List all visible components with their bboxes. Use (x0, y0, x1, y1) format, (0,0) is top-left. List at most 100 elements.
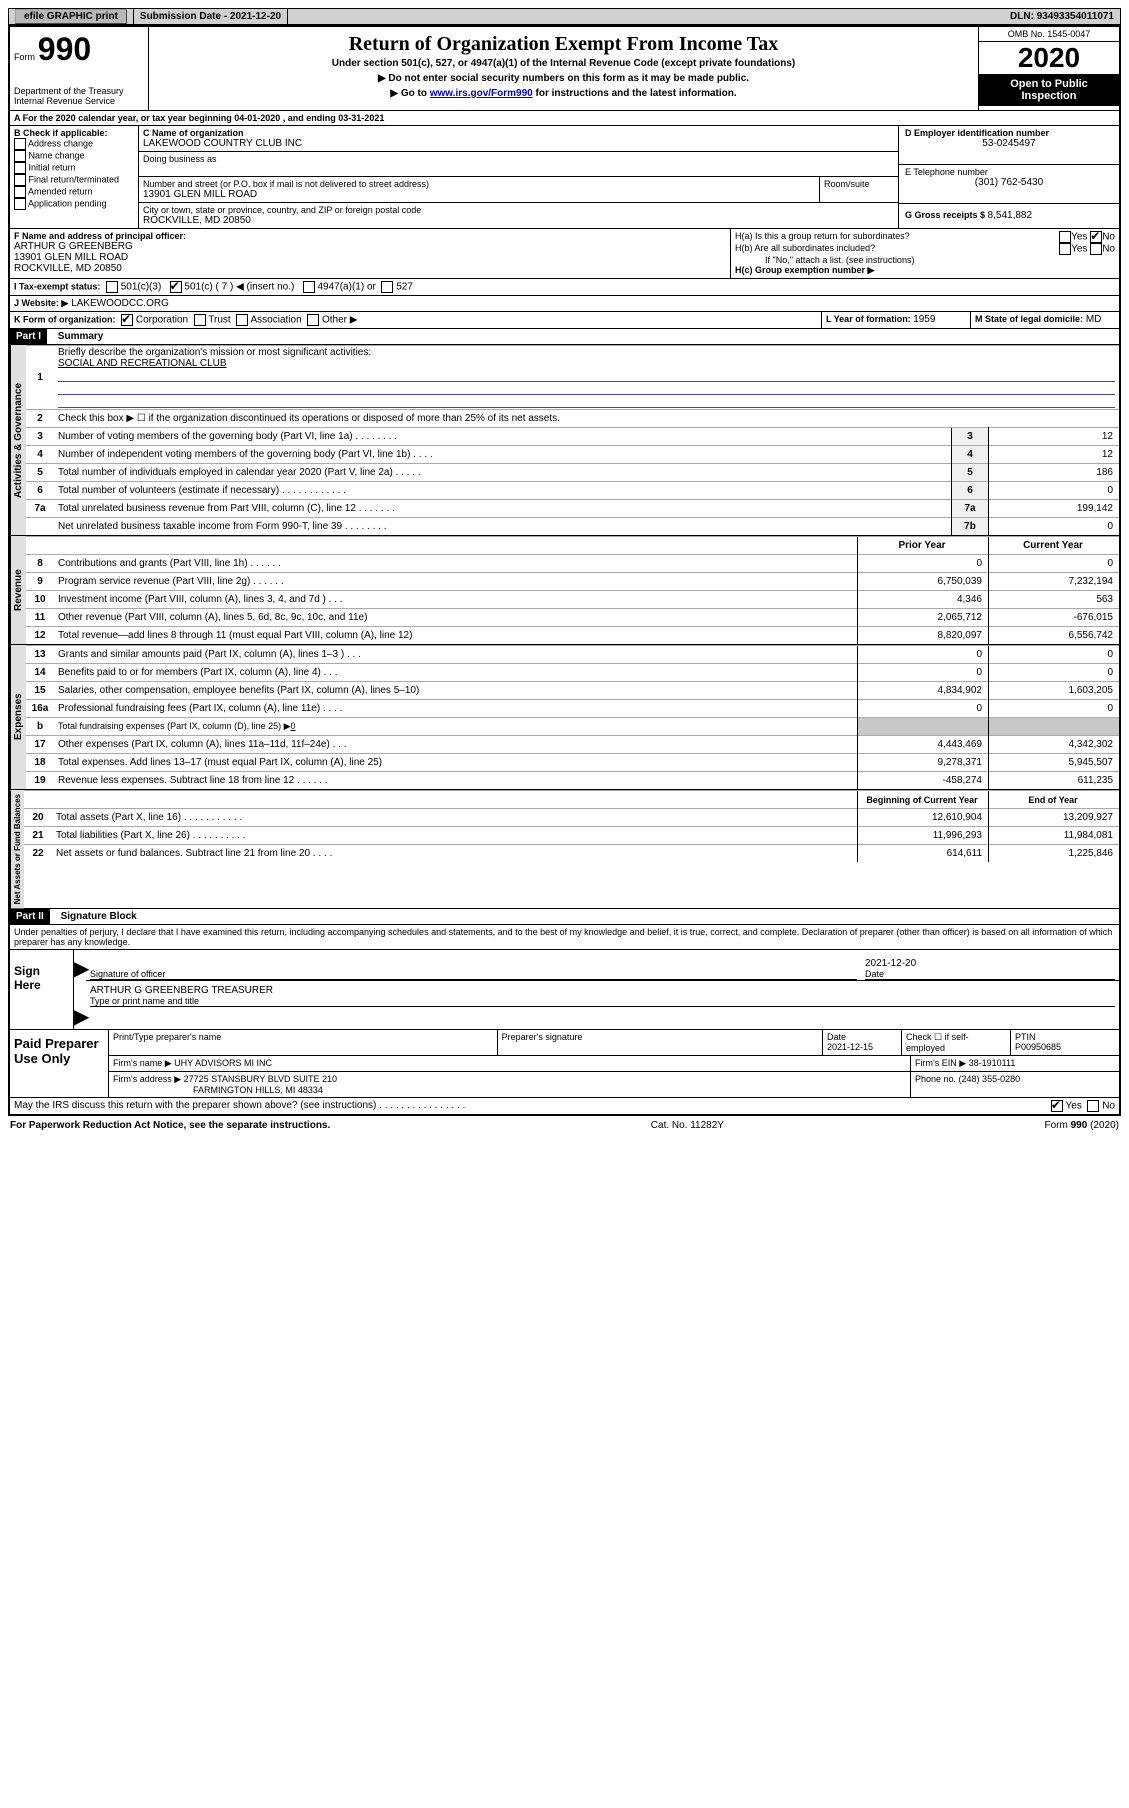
hb-no-checkbox[interactable] (1090, 243, 1102, 255)
line2-label: Check this box ▶ ☐ if the organization d… (54, 410, 1119, 428)
sig-date-label: Date (865, 969, 1115, 980)
4947-checkbox[interactable] (303, 281, 315, 293)
line18-prior: 9,278,371 (858, 754, 989, 772)
line13-prior: 0 (858, 646, 989, 664)
line21-curr: 11,984,081 (989, 827, 1120, 845)
ein-label: D Employer identification number (905, 128, 1113, 138)
trust-checkbox[interactable] (194, 314, 206, 326)
name-change-checkbox[interactable] (14, 150, 26, 162)
year-formation-value: 1959 (913, 314, 935, 325)
room-label: Room/suite (820, 177, 898, 202)
hb-note: If "No," attach a list. (see instruction… (735, 255, 1115, 265)
discuss-no-checkbox[interactable] (1087, 1100, 1099, 1112)
line4-value: 12 (989, 446, 1120, 464)
line7a-value: 199,142 (989, 500, 1120, 518)
top-bar: efile GRAPHIC print Submission Date - 20… (8, 8, 1121, 25)
line14-label: Benefits paid to or for members (Part IX… (54, 664, 858, 682)
line6-value: 0 (989, 482, 1120, 500)
firm-ein-value: 38-1910111 (969, 1058, 1016, 1068)
ein-value: 53-0245497 (905, 138, 1113, 149)
initial-return-checkbox[interactable] (14, 162, 26, 174)
501c3-checkbox[interactable] (106, 281, 118, 293)
prep-date-label: Date (827, 1032, 846, 1042)
form-number: 990 (38, 31, 91, 67)
firm-name-value: UHY ADVISORS MI INC (174, 1058, 272, 1068)
line16a-prior: 0 (858, 700, 989, 718)
discuss-yes-checkbox[interactable] (1051, 1100, 1063, 1112)
line9-prior: 6,750,039 (858, 573, 989, 591)
line13-label: Grants and similar amounts paid (Part IX… (54, 646, 858, 664)
tax-year: 2020 (979, 42, 1119, 74)
line1-value: SOCIAL AND RECREATIONAL CLUB (58, 358, 227, 369)
line8-prior: 0 (858, 555, 989, 573)
corp-checkbox[interactable] (121, 314, 133, 326)
firm-addr1-value: 27725 STANSBURY BLVD SUITE 210 (184, 1074, 337, 1084)
officer-printed-name: ARTHUR G GREENBERG TREASURER (90, 985, 1115, 996)
addr-change-checkbox[interactable] (14, 138, 26, 150)
form-org-label: K Form of organization: (14, 315, 116, 325)
line13-curr: 0 (989, 646, 1120, 664)
firm-phone-label: Phone no. (915, 1074, 959, 1084)
tab-activities-governance: Activities & Governance (10, 345, 26, 535)
dba-label: Doing business as (143, 154, 894, 164)
street-addr: 13901 GLEN MILL ROAD (143, 189, 815, 200)
name-change-label: Name change (29, 150, 85, 160)
line21-prior: 11,996,293 (858, 827, 989, 845)
ha-label: H(a) Is this a group return for subordin… (735, 231, 1059, 243)
hb-yes: Yes (1071, 244, 1087, 255)
line16b-label: Total fundraising expenses (Part IX, col… (58, 721, 291, 731)
other-checkbox[interactable] (307, 314, 319, 326)
app-pending-checkbox[interactable] (14, 198, 26, 210)
line11-label: Other revenue (Part VIII, column (A), li… (54, 609, 858, 627)
527-checkbox[interactable] (381, 281, 393, 293)
line19-curr: 611,235 (989, 772, 1120, 790)
amended-checkbox[interactable] (14, 186, 26, 198)
efile-button[interactable]: efile GRAPHIC print (15, 9, 127, 24)
officer-label: F Name and address of principal officer: (14, 231, 726, 241)
501c3-label: 501(c)(3) (121, 282, 162, 293)
final-return-label: Final return/terminated (29, 174, 120, 184)
firm-addr2-value: FARMINGTON HILLS, MI 48334 (113, 1085, 323, 1095)
amended-label: Amended return (28, 186, 93, 196)
line3-value: 12 (989, 428, 1120, 446)
assoc-checkbox[interactable] (236, 314, 248, 326)
prep-date-value: 2021-12-15 (827, 1042, 873, 1052)
line16a-curr: 0 (989, 700, 1120, 718)
beginning-year-header: Beginning of Current Year (858, 791, 989, 809)
final-return-checkbox[interactable] (14, 174, 26, 186)
line15-label: Salaries, other compensation, employee b… (54, 682, 858, 700)
submission-label: Submission Date - (140, 11, 230, 22)
website-label: J Website: ▶ (14, 298, 68, 308)
hb-yes-checkbox[interactable] (1059, 243, 1071, 255)
gross-value: 8,541,882 (988, 210, 1033, 221)
line14-curr: 0 (989, 664, 1120, 682)
officer-name: ARTHUR G GREENBERG (14, 241, 726, 252)
line1-label: Briefly describe the organization's miss… (58, 347, 371, 358)
cat-number: Cat. No. 11282Y (651, 1120, 724, 1131)
line5-label: Total number of individuals employed in … (54, 464, 952, 482)
discuss-yes-label: Yes (1066, 1101, 1082, 1112)
line9-curr: 7,232,194 (989, 573, 1120, 591)
ha-no-checkbox[interactable] (1090, 231, 1102, 243)
irs-link[interactable]: www.irs.gov/Form990 (430, 88, 533, 99)
line11-prior: 2,065,712 (858, 609, 989, 627)
501c7-checkbox[interactable] (170, 281, 182, 293)
year-formation-label: L Year of formation: (826, 314, 913, 324)
ha-yes-checkbox[interactable] (1059, 231, 1071, 243)
prior-year-header: Prior Year (858, 537, 989, 555)
org-name-label: C Name of organization (143, 128, 894, 138)
line12-curr: 6,556,742 (989, 627, 1120, 645)
ha-yes: Yes (1071, 232, 1087, 243)
website-value: LAKEWOODCC.ORG (71, 298, 169, 309)
self-employed-label: Check ☐ if self-employed (902, 1030, 1011, 1055)
form-subtitle: Under section 501(c), 527, or 4947(a)(1)… (157, 58, 970, 69)
line-a: A For the 2020 calendar year, or tax yea… (10, 111, 1119, 126)
paid-preparer-label: Paid Preparer Use Only (10, 1030, 109, 1097)
goto-pre: ▶ Go to (390, 88, 429, 99)
city-value: ROCKVILLE, MD 20850 (143, 215, 894, 226)
perjury-declaration: Under penalties of perjury, I declare th… (10, 925, 1119, 950)
discuss-question: May the IRS discuss this return with the… (14, 1100, 1051, 1112)
addr-change-label: Address change (28, 138, 93, 148)
street-label: Number and street (or P.O. box if mail i… (143, 179, 815, 189)
domicile-label: M State of legal domicile: (975, 314, 1083, 324)
